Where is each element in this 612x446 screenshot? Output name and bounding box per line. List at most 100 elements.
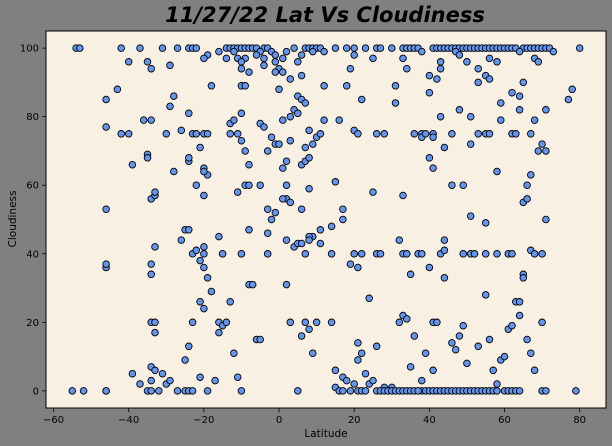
- data-point: [534, 58, 543, 66]
- data-point: [181, 356, 189, 364]
- data-point: [279, 116, 287, 124]
- data-point: [448, 181, 456, 189]
- data-point: [350, 380, 358, 388]
- data-point: [196, 143, 204, 152]
- data-point: [267, 215, 276, 224]
- data-point: [429, 133, 437, 141]
- data-point: [226, 298, 234, 306]
- x-tick-label: 80: [573, 415, 586, 426]
- data-point: [406, 363, 415, 371]
- data-point: [102, 95, 110, 104]
- data-point: [279, 68, 287, 76]
- data-point: [263, 205, 272, 213]
- data-point: [418, 250, 426, 258]
- data-point: [542, 106, 550, 114]
- data-point: [309, 140, 317, 148]
- data-point: [260, 61, 268, 70]
- data-point: [361, 44, 370, 52]
- data-point: [196, 298, 204, 306]
- data-point: [207, 82, 216, 90]
- data-point: [200, 263, 208, 272]
- data-point: [301, 99, 310, 107]
- data-point: [166, 376, 174, 385]
- data-point: [508, 250, 516, 258]
- data-point: [275, 85, 283, 94]
- data-point: [500, 352, 509, 361]
- data-point: [139, 116, 148, 124]
- data-point: [515, 311, 524, 320]
- data-point: [211, 376, 219, 385]
- data-point: [523, 335, 531, 344]
- data-point: [260, 123, 268, 131]
- data-point: [474, 342, 482, 351]
- data-point: [297, 71, 306, 80]
- data-point: [237, 136, 246, 145]
- data-point: [425, 71, 434, 80]
- data-point: [237, 387, 246, 395]
- data-point: [237, 109, 246, 118]
- data-point: [474, 64, 482, 73]
- data-point: [530, 250, 539, 258]
- data-point: [399, 54, 407, 63]
- y-tick-label: 60: [26, 181, 39, 192]
- data-point: [147, 387, 155, 395]
- data-point: [102, 387, 110, 395]
- data-point: [294, 109, 302, 118]
- data-point: [489, 366, 497, 375]
- data-point: [339, 205, 347, 213]
- data-point: [102, 205, 110, 213]
- data-point: [388, 44, 396, 52]
- data-point: [399, 191, 407, 200]
- data-point: [185, 109, 193, 118]
- data-point: [294, 58, 302, 66]
- data-point: [481, 250, 490, 258]
- data-point: [542, 387, 550, 395]
- data-point: [170, 92, 178, 100]
- data-point: [263, 147, 272, 155]
- data-point: [263, 250, 272, 258]
- data-point: [549, 47, 558, 56]
- data-point: [451, 345, 460, 354]
- data-point: [203, 274, 212, 282]
- data-point: [151, 243, 159, 251]
- plot-frame: [45, 30, 607, 409]
- y-tick-label: 80: [26, 112, 39, 123]
- data-point: [519, 78, 528, 87]
- data-point: [481, 219, 490, 227]
- data-point: [515, 387, 524, 395]
- data-point: [346, 387, 355, 395]
- data-point: [493, 387, 501, 395]
- data-point: [230, 116, 238, 124]
- data-point: [124, 58, 133, 66]
- data-point: [575, 44, 584, 52]
- data-point: [342, 82, 351, 90]
- data-point: [530, 366, 539, 375]
- data-point: [275, 140, 283, 148]
- data-point: [365, 294, 373, 303]
- data-point: [218, 250, 227, 258]
- data-point: [395, 236, 404, 244]
- x-tick-label: −40: [118, 415, 139, 426]
- data-point: [357, 349, 366, 357]
- data-point: [151, 318, 159, 327]
- data-point: [76, 44, 84, 52]
- data-point: [527, 349, 535, 357]
- data-point: [271, 208, 280, 217]
- data-point: [421, 130, 430, 138]
- data-point: [331, 44, 340, 52]
- data-point: [346, 260, 355, 268]
- x-tick-label: 40: [423, 415, 436, 426]
- x-tick-label: 20: [348, 415, 361, 426]
- data-point: [252, 51, 261, 59]
- data-point: [470, 250, 479, 258]
- data-point: [372, 342, 381, 351]
- data-point: [459, 250, 467, 258]
- x-tick-label: −60: [43, 415, 64, 426]
- data-point: [166, 61, 174, 70]
- data-point: [192, 44, 201, 52]
- data-point: [395, 318, 404, 327]
- data-point: [147, 270, 155, 279]
- y-tick-label: 40: [26, 249, 39, 260]
- data-point: [474, 78, 482, 87]
- data-point: [369, 188, 377, 196]
